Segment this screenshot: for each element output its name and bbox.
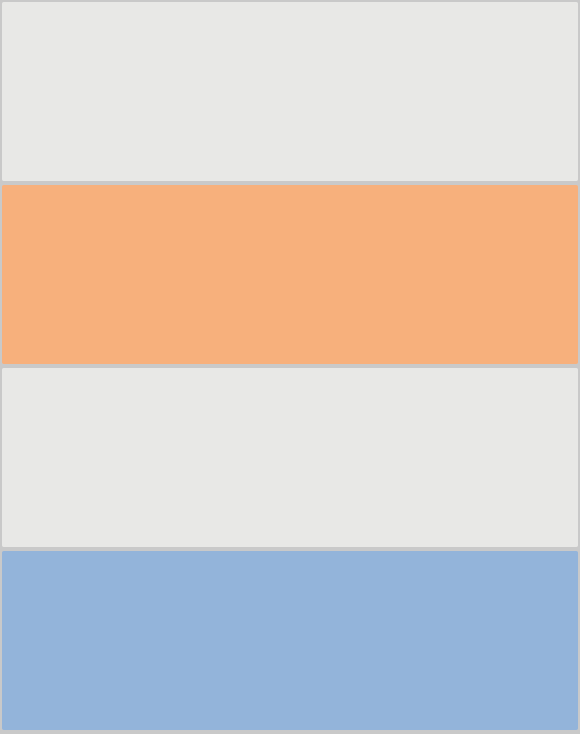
tile-row-3[interactable] <box>2 368 578 547</box>
tile-row-4[interactable] <box>2 551 578 730</box>
tile-row-2[interactable] <box>2 185 578 364</box>
tile-row-1[interactable] <box>2 2 578 181</box>
